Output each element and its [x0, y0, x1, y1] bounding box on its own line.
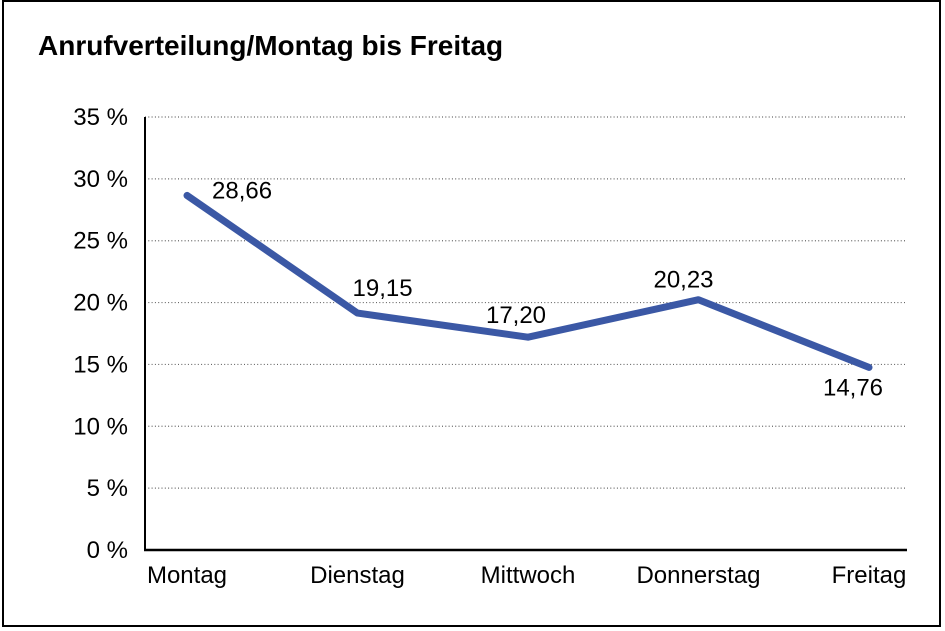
x-tick-label: Freitag: [832, 562, 907, 589]
data-point-label: 19,15: [353, 275, 413, 302]
data-point-label: 20,23: [653, 267, 713, 294]
data-series-line: [183, 191, 873, 371]
y-tick-label: 20 %: [73, 290, 128, 317]
data-point-label: 14,76: [823, 374, 883, 401]
y-tick-label: 0 %: [87, 537, 128, 564]
y-tick-label: 25 %: [73, 228, 128, 255]
y-tick-label: 15 %: [73, 351, 128, 378]
x-tick-label: Dienstag: [310, 562, 405, 589]
data-point-label: 28,66: [212, 177, 272, 204]
x-tick-label: Donnerstag: [636, 562, 760, 589]
x-tick-label: Mittwoch: [481, 562, 576, 589]
y-tick-label: 5 %: [87, 475, 128, 502]
x-tick-label: Montag: [147, 562, 227, 589]
y-tick-label: 30 %: [73, 166, 128, 193]
chart-title: Anrufverteilung/Montag bis Freitag: [38, 30, 504, 61]
data-point-label: 17,20: [486, 302, 546, 329]
y-tick-label: 10 %: [73, 413, 128, 440]
y-tick-label: 35 %: [73, 104, 128, 131]
